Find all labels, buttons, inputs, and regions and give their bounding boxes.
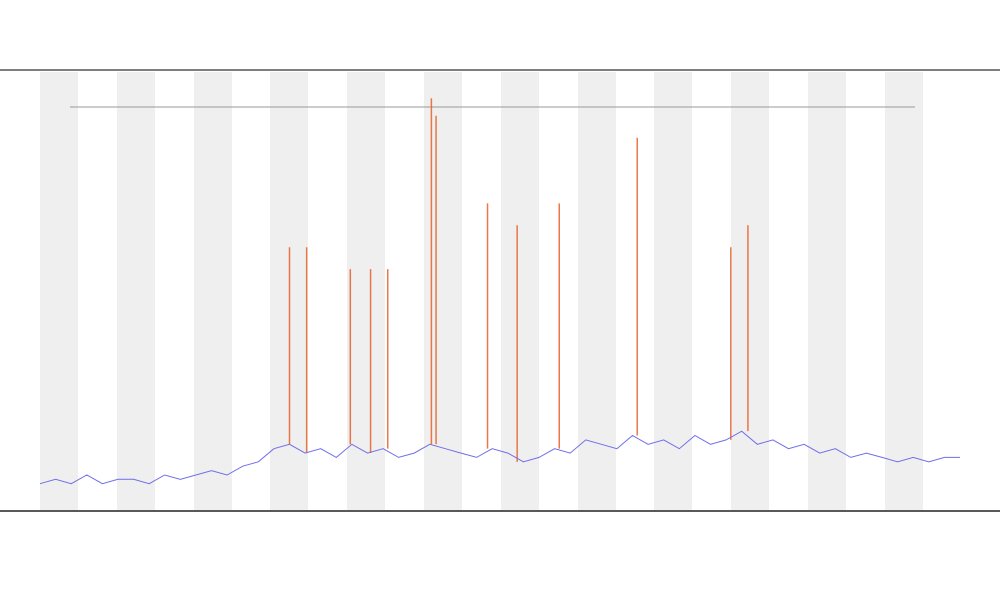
background-bands: [40, 72, 923, 510]
data-line: [39, 430, 960, 485]
